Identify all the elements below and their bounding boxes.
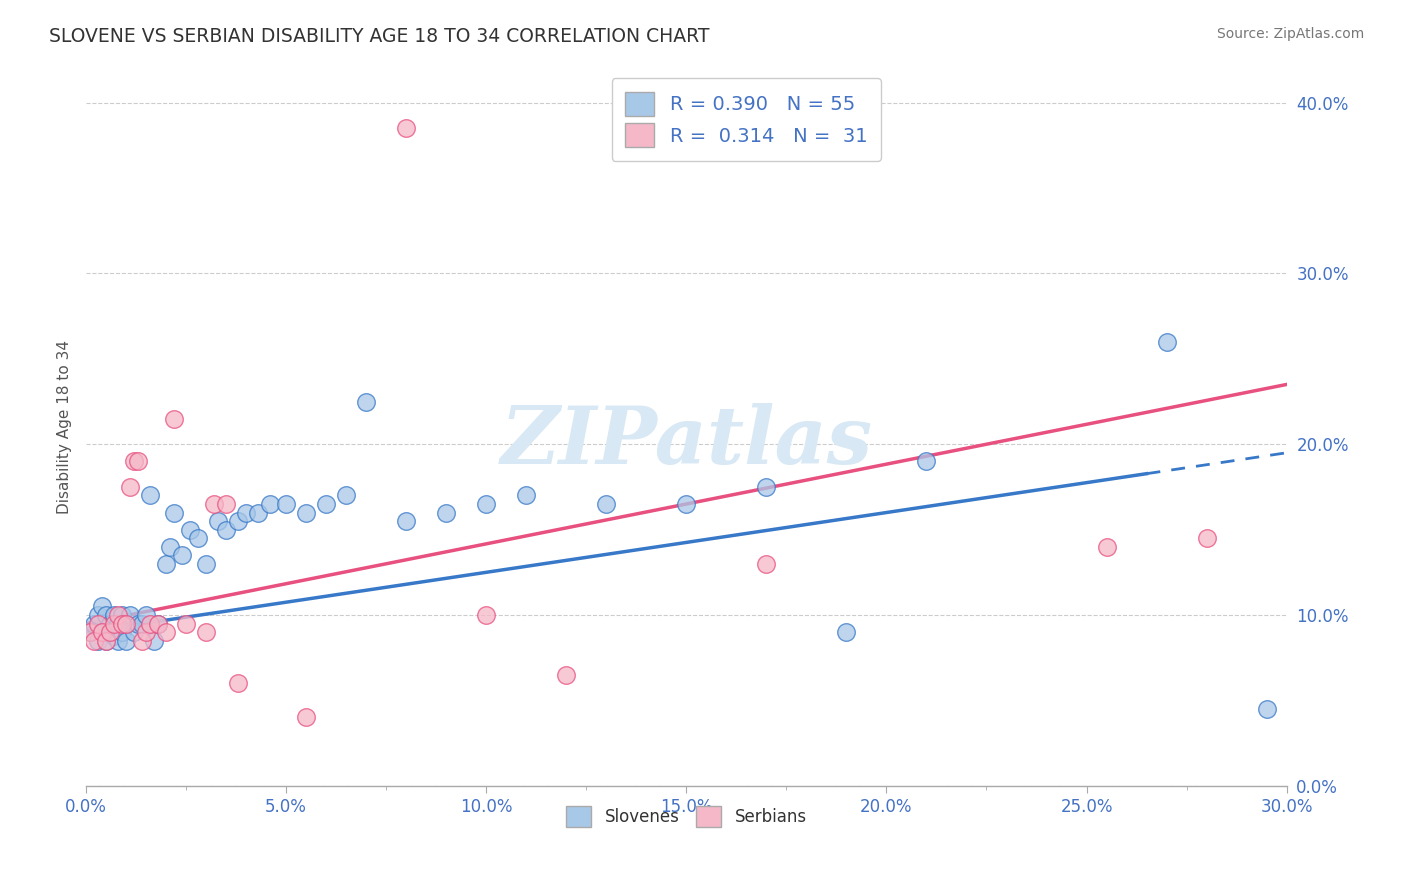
Point <box>143 633 166 648</box>
Point <box>434 506 457 520</box>
Point <box>98 616 121 631</box>
Text: Source: ZipAtlas.com: Source: ZipAtlas.com <box>1216 27 1364 41</box>
Point <box>135 625 157 640</box>
Point <box>202 497 225 511</box>
Point <box>122 625 145 640</box>
Point <box>276 497 298 511</box>
Point <box>135 607 157 622</box>
Point <box>215 497 238 511</box>
Point <box>115 633 138 648</box>
Point <box>163 506 186 520</box>
Point <box>515 488 537 502</box>
Point <box>247 506 270 520</box>
Point <box>87 607 110 622</box>
Point <box>139 488 162 502</box>
Point <box>675 497 697 511</box>
Point <box>475 607 498 622</box>
Point <box>395 514 418 528</box>
Point <box>83 633 105 648</box>
Text: ZIPatlas: ZIPatlas <box>501 403 872 480</box>
Point <box>115 616 138 631</box>
Legend: Slovenes, Serbians: Slovenes, Serbians <box>558 797 815 835</box>
Point <box>215 523 238 537</box>
Point <box>755 557 778 571</box>
Point <box>111 607 134 622</box>
Point <box>395 121 418 136</box>
Point <box>226 676 249 690</box>
Point <box>155 625 177 640</box>
Point <box>1156 334 1178 349</box>
Point <box>354 394 377 409</box>
Point <box>915 454 938 468</box>
Point <box>98 625 121 640</box>
Point <box>195 557 218 571</box>
Point <box>131 616 153 631</box>
Point <box>295 710 318 724</box>
Point <box>335 488 357 502</box>
Point <box>79 625 101 640</box>
Point <box>172 548 194 562</box>
Point <box>187 531 209 545</box>
Point <box>94 633 117 648</box>
Text: SLOVENE VS SERBIAN DISABILITY AGE 18 TO 34 CORRELATION CHART: SLOVENE VS SERBIAN DISABILITY AGE 18 TO … <box>49 27 710 45</box>
Point <box>475 497 498 511</box>
Point <box>122 454 145 468</box>
Point <box>120 480 142 494</box>
Point <box>207 514 229 528</box>
Point <box>174 616 197 631</box>
Point <box>295 506 318 520</box>
Point <box>91 625 114 640</box>
Point <box>755 480 778 494</box>
Point <box>94 607 117 622</box>
Point <box>195 625 218 640</box>
Point <box>127 454 149 468</box>
Point <box>111 625 134 640</box>
Point <box>555 667 578 681</box>
Point <box>163 411 186 425</box>
Point <box>146 616 169 631</box>
Point <box>98 625 121 640</box>
Point <box>155 557 177 571</box>
Point <box>115 616 138 631</box>
Point <box>1256 702 1278 716</box>
Point <box>159 540 181 554</box>
Point <box>120 607 142 622</box>
Point <box>139 616 162 631</box>
Point <box>103 616 125 631</box>
Point <box>1095 540 1118 554</box>
Point <box>131 633 153 648</box>
Point <box>103 607 125 622</box>
Point <box>79 625 101 640</box>
Point <box>107 633 129 648</box>
Point <box>91 599 114 614</box>
Point <box>94 633 117 648</box>
Point <box>111 616 134 631</box>
Point <box>107 616 129 631</box>
Point <box>91 625 114 640</box>
Point <box>87 633 110 648</box>
Point <box>107 607 129 622</box>
Point <box>146 616 169 631</box>
Y-axis label: Disability Age 18 to 34: Disability Age 18 to 34 <box>58 340 72 514</box>
Point <box>83 616 105 631</box>
Point <box>259 497 281 511</box>
Point <box>226 514 249 528</box>
Point <box>179 523 201 537</box>
Point <box>87 616 110 631</box>
Point <box>103 628 125 642</box>
Point <box>1195 531 1218 545</box>
Point <box>315 497 337 511</box>
Point <box>835 625 858 640</box>
Point <box>595 497 617 511</box>
Point <box>127 616 149 631</box>
Point <box>235 506 257 520</box>
